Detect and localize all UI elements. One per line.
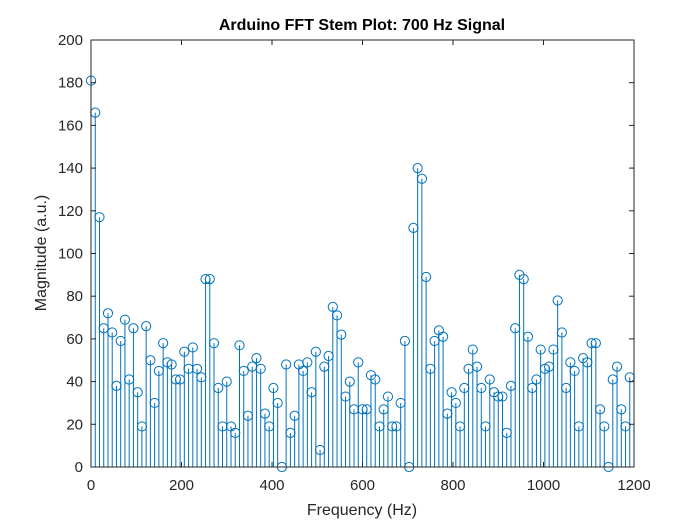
stem-marker	[594, 404, 606, 415]
stem-marker	[255, 363, 266, 374]
stem-marker	[471, 361, 483, 372]
stem-marker	[132, 387, 143, 398]
stem-marker	[344, 376, 355, 387]
stem-marker	[234, 340, 245, 351]
stem-marker	[518, 274, 529, 285]
stem-marker	[416, 173, 427, 184]
stem-marker	[611, 361, 623, 372]
y-tick-label: 20	[66, 416, 83, 433]
stem-marker	[535, 344, 546, 355]
x-axis-title: Frequency (Hz)	[307, 502, 417, 519]
stem-marker	[179, 346, 190, 357]
stem-marker	[272, 397, 283, 409]
stem-marker	[438, 331, 449, 342]
y-tick-label: 60	[66, 331, 83, 348]
y-tick-label: 40	[66, 374, 83, 391]
stem-marker	[187, 342, 198, 353]
stem-marker	[412, 163, 423, 174]
x-tick-label: 0	[87, 477, 95, 494]
stem-marker	[450, 397, 461, 409]
stem-marker	[310, 346, 321, 357]
x-axis-ticks: 0 200 400 600 800 1000 1200	[87, 40, 651, 494]
x-tick-label: 1000	[527, 477, 560, 494]
stem-marker	[166, 359, 177, 370]
stem-marker	[484, 374, 495, 385]
stem-marker	[107, 327, 118, 338]
y-tick-label: 140	[58, 160, 83, 177]
stem-marker	[565, 357, 576, 368]
stem-marker	[208, 338, 220, 349]
y-axis-ticks: 0 20 40 60 80 100 120 140 160 180 200	[58, 32, 634, 476]
stem-marker	[158, 338, 169, 349]
stem-marker	[552, 295, 563, 306]
stem-marker	[382, 391, 394, 402]
stem-marker	[119, 314, 131, 325]
stem-marker	[569, 365, 580, 377]
stem-marker	[259, 408, 271, 419]
stem-marker	[327, 301, 338, 312]
stem-marker	[556, 327, 567, 338]
stem-marker	[446, 387, 457, 398]
stem-marker	[399, 335, 411, 347]
y-tick-label: 100	[58, 246, 83, 263]
stem-marker	[191, 363, 203, 374]
stem-marker	[145, 355, 156, 366]
y-tick-label: 120	[58, 203, 83, 220]
stem-marker	[353, 357, 364, 368]
stem-marker	[238, 365, 249, 377]
y-tick-label: 200	[58, 32, 83, 49]
y-tick-label: 180	[58, 75, 83, 92]
stem-marker	[616, 404, 627, 415]
stem-marker	[467, 344, 478, 355]
stem-marker	[331, 310, 343, 321]
stem-marker	[268, 382, 279, 394]
stem-marker	[94, 212, 105, 223]
stem-marker	[221, 376, 232, 387]
stem-marker	[204, 274, 215, 285]
stem-marker	[213, 382, 224, 394]
x-tick-label: 800	[440, 477, 465, 494]
stem-marker	[476, 382, 487, 394]
stem-marker	[599, 421, 610, 432]
stem-marker	[421, 271, 432, 283]
chart-title: Arduino FFT Stem Plot: 700 Hz Signal	[219, 17, 505, 34]
y-tick-label: 160	[58, 117, 83, 134]
stem-marker	[590, 338, 601, 349]
x-tick-label: 1200	[617, 477, 650, 494]
x-tick-label: 600	[350, 477, 375, 494]
y-tick-label: 80	[66, 288, 83, 305]
stem-marker	[102, 308, 114, 319]
stem-marker	[251, 353, 262, 364]
stem-marker	[522, 331, 534, 342]
stem-marker	[370, 374, 381, 385]
x-tick-label: 200	[169, 477, 194, 494]
stem-marker	[141, 320, 152, 332]
stem-marker	[336, 329, 347, 340]
stem-marker	[128, 323, 139, 334]
stem-marker	[497, 391, 508, 402]
stem-marker	[281, 359, 292, 370]
stem-marker	[302, 357, 313, 368]
y-tick-label: 0	[75, 459, 83, 476]
x-tick-label: 400	[259, 477, 284, 494]
plot-area	[91, 40, 634, 467]
y-axis-title: Magnitude (a.u.)	[33, 195, 50, 312]
